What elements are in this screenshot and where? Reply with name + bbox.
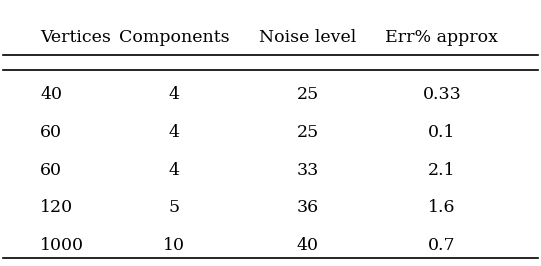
Text: Noise level: Noise level	[259, 29, 357, 46]
Text: 33: 33	[297, 162, 319, 179]
Text: 40: 40	[40, 86, 62, 103]
Text: 0.1: 0.1	[428, 124, 456, 141]
Text: 60: 60	[40, 162, 62, 179]
Text: 1000: 1000	[40, 237, 84, 254]
Text: 25: 25	[297, 124, 319, 141]
Text: Vertices: Vertices	[40, 29, 111, 46]
Text: 10: 10	[163, 237, 185, 254]
Text: 0.33: 0.33	[423, 86, 461, 103]
Text: 1.6: 1.6	[428, 200, 456, 217]
Text: Err% approx: Err% approx	[385, 29, 498, 46]
Text: 4: 4	[169, 124, 180, 141]
Text: 4: 4	[169, 86, 180, 103]
Text: 120: 120	[40, 200, 74, 217]
Text: 5: 5	[169, 200, 180, 217]
Text: 2.1: 2.1	[428, 162, 456, 179]
Text: 36: 36	[297, 200, 319, 217]
Text: Components: Components	[119, 29, 229, 46]
Text: 25: 25	[297, 86, 319, 103]
Text: 40: 40	[297, 237, 319, 254]
Text: 0.7: 0.7	[428, 237, 456, 254]
Text: 60: 60	[40, 124, 62, 141]
Text: 4: 4	[169, 162, 180, 179]
